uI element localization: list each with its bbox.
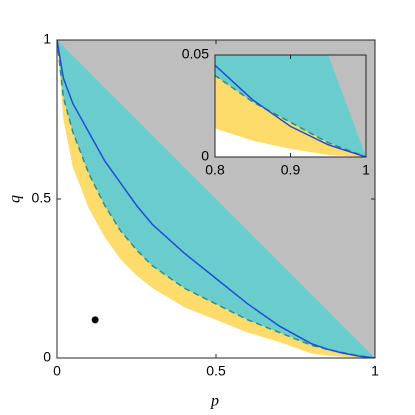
y-tick-label: 0.5: [32, 190, 52, 206]
area: [215, 128, 366, 157]
y-axis-label: q: [7, 195, 24, 203]
x-tick-label: 1: [362, 162, 370, 178]
x-tick-label: 0: [53, 363, 61, 379]
line: [57, 40, 375, 358]
point: [91, 316, 99, 324]
y-tick-label: 0: [201, 148, 209, 164]
y-tick-label: 0.05: [182, 46, 209, 62]
y-tick-label: 1: [43, 31, 51, 47]
x-tick-label: 0.8: [205, 162, 225, 178]
x-tick-label: 0.9: [281, 162, 301, 178]
x-axis-label: p: [210, 393, 219, 410]
area: [215, 75, 366, 157]
area: [57, 40, 375, 358]
line: [215, 63, 366, 157]
x-tick-label: 0.5: [206, 363, 226, 379]
plot-area: [215, 55, 366, 157]
x-tick-label: 1: [371, 363, 379, 379]
y-tick-label: 0: [43, 349, 51, 365]
